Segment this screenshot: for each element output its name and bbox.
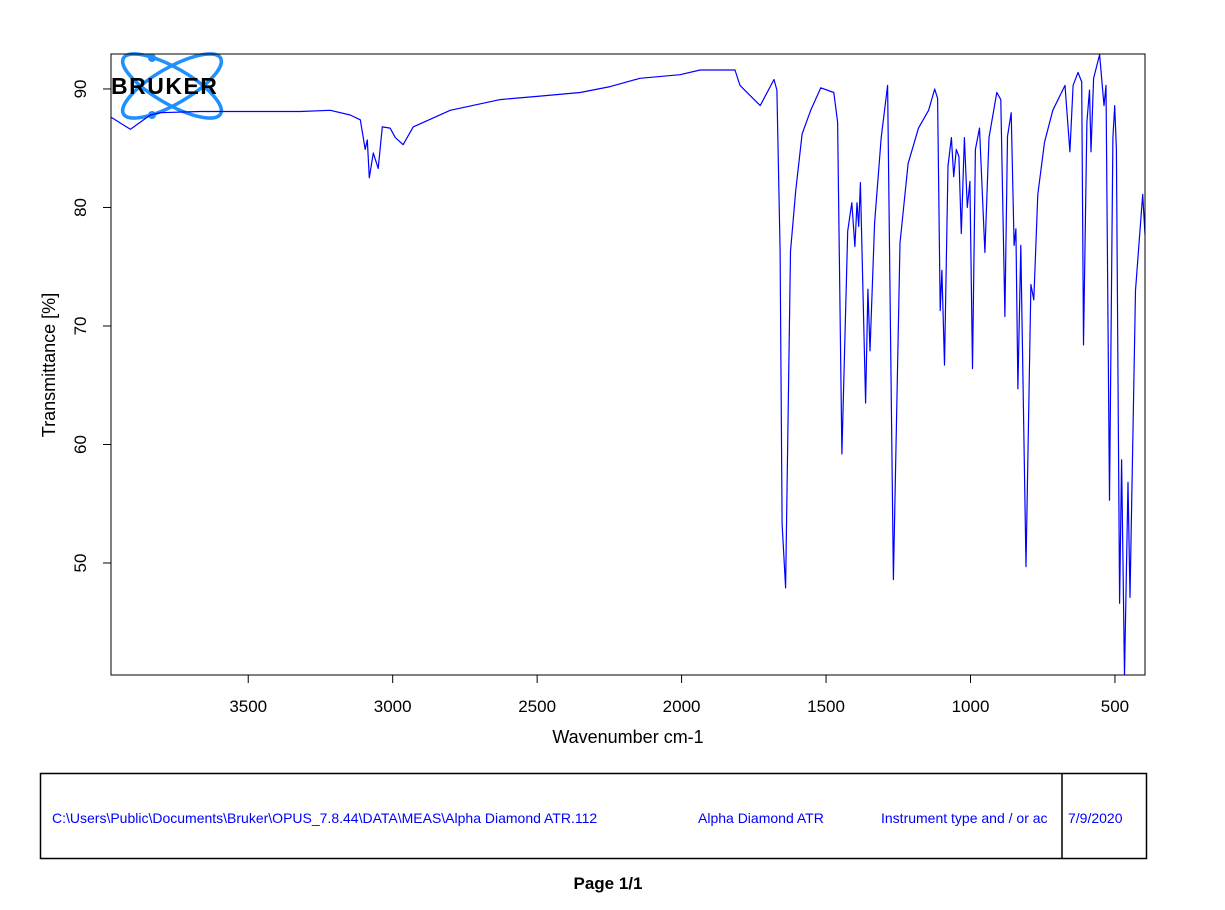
y-axis-title: Transmittance [%] bbox=[39, 293, 59, 437]
x-tick-label: 1000 bbox=[952, 697, 990, 716]
y-tick-label: 90 bbox=[71, 79, 90, 98]
file-path: C:\Users\Public\Documents\Bruker\OPUS_7.… bbox=[52, 810, 597, 826]
y-tick-label: 80 bbox=[71, 198, 90, 217]
footer-box: C:\Users\Public\Documents\Bruker\OPUS_7.… bbox=[39, 772, 1148, 860]
x-tick-label: 1500 bbox=[807, 697, 845, 716]
x-tick-label: 2000 bbox=[663, 697, 701, 716]
instrument-info: Instrument type and / or ac bbox=[881, 810, 1048, 826]
y-tick-label: 60 bbox=[71, 435, 90, 454]
x-axis-title: Wavenumber cm-1 bbox=[552, 727, 703, 747]
x-tick-label: 500 bbox=[1101, 697, 1129, 716]
plot-frame bbox=[110, 53, 1146, 676]
sample-name: Alpha Diamond ATR bbox=[698, 810, 824, 826]
page-number: Page 1/1 bbox=[574, 874, 643, 893]
bruker-logo: BRUKER bbox=[111, 52, 224, 120]
x-tick-label: 3500 bbox=[229, 697, 267, 716]
y-tick-label: 50 bbox=[71, 554, 90, 573]
x-tick-label: 2500 bbox=[518, 697, 556, 716]
spectrum-line bbox=[111, 54, 1145, 675]
date: 7/9/2020 bbox=[1068, 810, 1123, 826]
svg-text:BRUKER: BRUKER bbox=[111, 73, 218, 99]
y-tick-label: 70 bbox=[71, 317, 90, 336]
x-tick-label: 3000 bbox=[374, 697, 412, 716]
